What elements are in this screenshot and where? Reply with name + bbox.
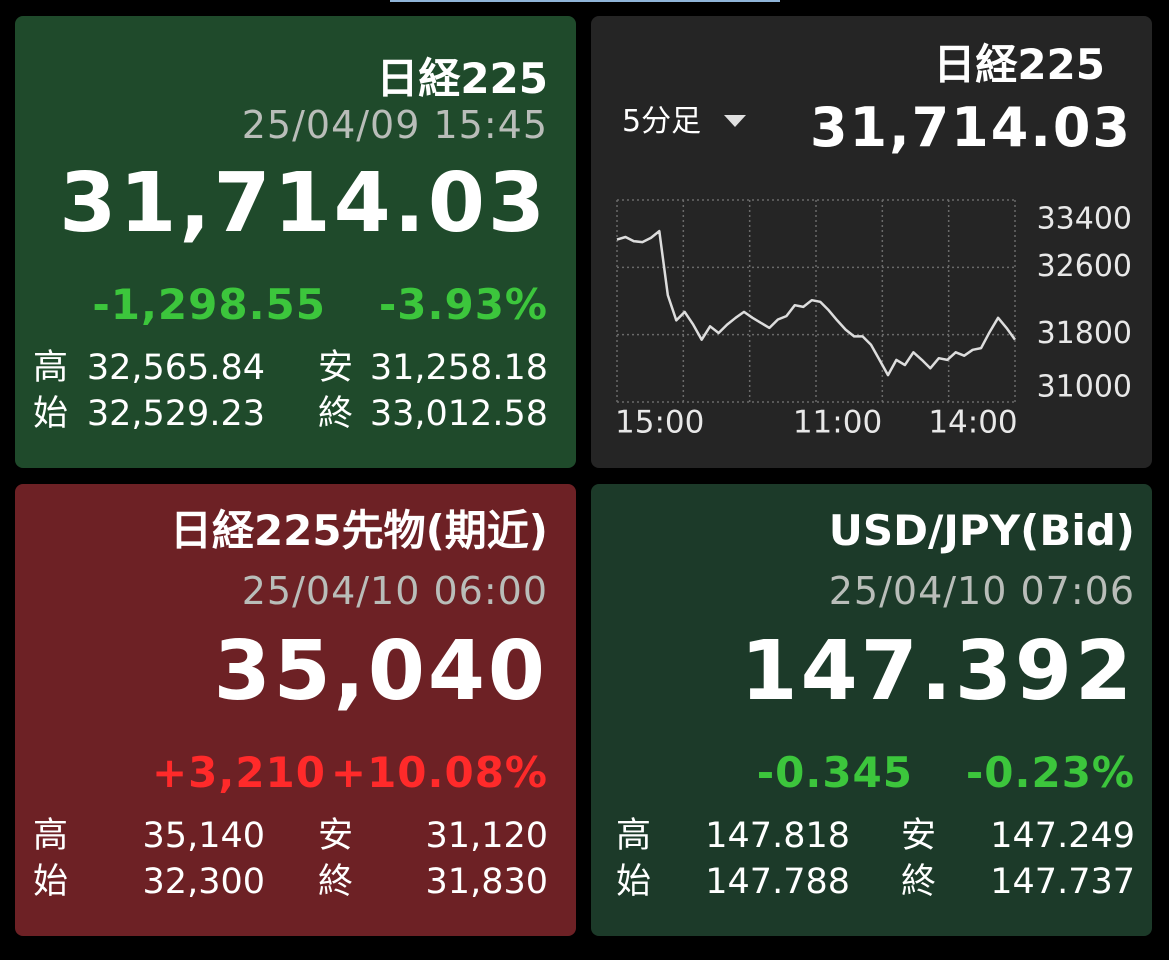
stat-label: 始 bbox=[33, 862, 69, 902]
stat-value: 35,140 bbox=[142, 816, 265, 856]
change-pct: -0.23% bbox=[965, 748, 1135, 797]
card-title: USD/JPY(Bid) bbox=[828, 506, 1135, 555]
fx-card[interactable]: USD/JPY(Bid) 25/04/10 07:06 147.392 -0.3… bbox=[591, 484, 1152, 936]
x-tick-label: 11:00 bbox=[793, 405, 882, 441]
stat-label: 終 bbox=[318, 862, 354, 902]
index-card[interactable]: 日経225先物(期近) 25/04/10 06:00 35,040 +3,210… bbox=[15, 484, 576, 936]
price-line bbox=[616, 229, 1017, 377]
index-card[interactable]: 日経225 25/04/09 15:45 31,714.03 -1,298.55… bbox=[15, 16, 576, 468]
change: -1,298.55 bbox=[92, 280, 326, 329]
change: -0.345 bbox=[756, 748, 913, 797]
y-tick-label: 33400 bbox=[1037, 202, 1132, 237]
stat-value: 147.249 bbox=[990, 816, 1135, 856]
change: +3,210 bbox=[151, 748, 326, 797]
price: 31,714.03 bbox=[809, 96, 1132, 159]
datetime: 25/04/10 06:00 bbox=[241, 569, 548, 613]
stat-label: 終 bbox=[901, 862, 937, 902]
x-tick-label: 14:00 bbox=[928, 405, 1017, 441]
stat-value: 32,565.84 bbox=[86, 348, 265, 388]
y-tick-label: 32600 bbox=[1037, 249, 1132, 284]
stat-value: 147.818 bbox=[705, 816, 850, 856]
datetime: 25/04/10 07:06 bbox=[828, 569, 1135, 613]
stat-label: 安 bbox=[318, 816, 354, 856]
card-title: 日経225 bbox=[376, 54, 548, 103]
y-tick-label: 31800 bbox=[1037, 316, 1132, 351]
stat-value: 32,529.23 bbox=[86, 394, 265, 434]
y-tick-label: 31000 bbox=[1037, 370, 1132, 405]
stat-value: 147.737 bbox=[990, 862, 1135, 902]
x-tick-label: 15:00 bbox=[615, 405, 704, 441]
stat-label: 安 bbox=[901, 816, 937, 856]
price: 31,714.03 bbox=[59, 156, 548, 251]
card-title: 日経225先物(期近) bbox=[169, 506, 548, 555]
stat-value: 31,830 bbox=[425, 862, 548, 902]
dropdown-icon[interactable] bbox=[724, 113, 748, 129]
change-pct: -3.93% bbox=[378, 280, 548, 329]
card-title: 日経225 bbox=[933, 40, 1105, 89]
change-pct: +10.08% bbox=[330, 748, 548, 797]
stat-value: 33,012.58 bbox=[369, 394, 548, 434]
stat-label: 高 bbox=[33, 816, 69, 856]
stat-value: 147.788 bbox=[705, 862, 850, 902]
top-indicator bbox=[390, 0, 780, 2]
stat-label: 高 bbox=[33, 348, 69, 388]
interval-selector[interactable]: 5分足 bbox=[622, 104, 702, 139]
chart-card[interactable]: 日経225 5分足 31,714.03 31000 31800 32600 33400… bbox=[591, 16, 1152, 468]
stat-label: 安 bbox=[318, 348, 354, 388]
stat-value: 31,120 bbox=[425, 816, 548, 856]
stat-label: 始 bbox=[616, 862, 652, 902]
stat-label: 高 bbox=[616, 816, 652, 856]
stat-value: 31,258.18 bbox=[369, 348, 548, 388]
chart: 31000 31800 32600 33400 15:00 11:00 14:00 bbox=[615, 199, 1132, 441]
datetime: 25/04/09 15:45 bbox=[241, 103, 548, 147]
stat-value: 32,300 bbox=[142, 862, 265, 902]
stat-label: 終 bbox=[318, 394, 354, 434]
price: 147.392 bbox=[740, 624, 1135, 719]
price: 35,040 bbox=[213, 624, 548, 719]
stat-label: 始 bbox=[33, 394, 69, 434]
